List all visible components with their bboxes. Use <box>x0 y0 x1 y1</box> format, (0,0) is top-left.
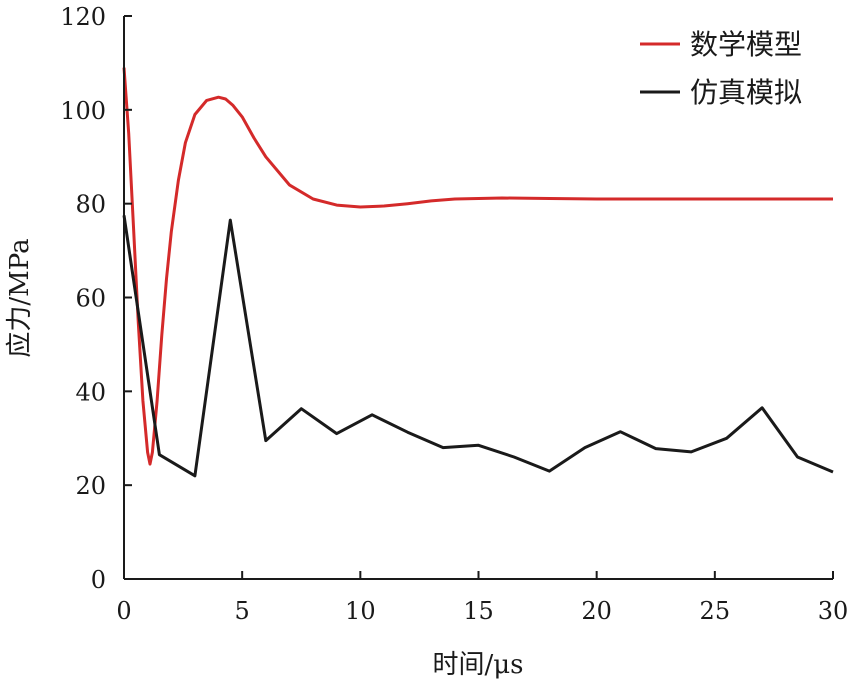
y-tick-label: 120 <box>60 3 106 31</box>
y-tick-label: 40 <box>75 378 106 406</box>
plot-lines <box>122 67 834 478</box>
x-tick-labels: 0 5 10 15 20 25 30 <box>116 597 848 625</box>
x-tick-label: 30 <box>818 597 849 625</box>
y-tick-label: 20 <box>75 472 106 500</box>
x-tick-label: 0 <box>116 597 131 625</box>
x-axis-label: 时间/μs <box>432 650 523 680</box>
y-tick-label: 60 <box>75 285 106 313</box>
series-line-1 <box>122 67 833 466</box>
y-tick-label: 80 <box>75 191 106 219</box>
series-line-2 <box>122 215 834 478</box>
y-axis-label: 应力/MPa <box>5 238 35 357</box>
y-tick-label: 0 <box>91 566 106 594</box>
axes <box>123 15 834 580</box>
x-tick-label: 20 <box>581 597 612 625</box>
legend-label-series-2: 仿真模拟 <box>690 76 802 109</box>
x-tick-label: 15 <box>463 597 494 625</box>
legend: 数学模型 仿真模拟 <box>640 28 802 109</box>
x-tick-label: 10 <box>345 597 376 625</box>
y-tick-label: 100 <box>60 97 106 125</box>
x-tick-label: 25 <box>700 597 731 625</box>
y-tick-labels: 0 20 40 60 80 100 120 <box>60 3 106 594</box>
x-tick-label: 5 <box>235 597 250 625</box>
legend-label-series-1: 数学模型 <box>690 28 802 61</box>
